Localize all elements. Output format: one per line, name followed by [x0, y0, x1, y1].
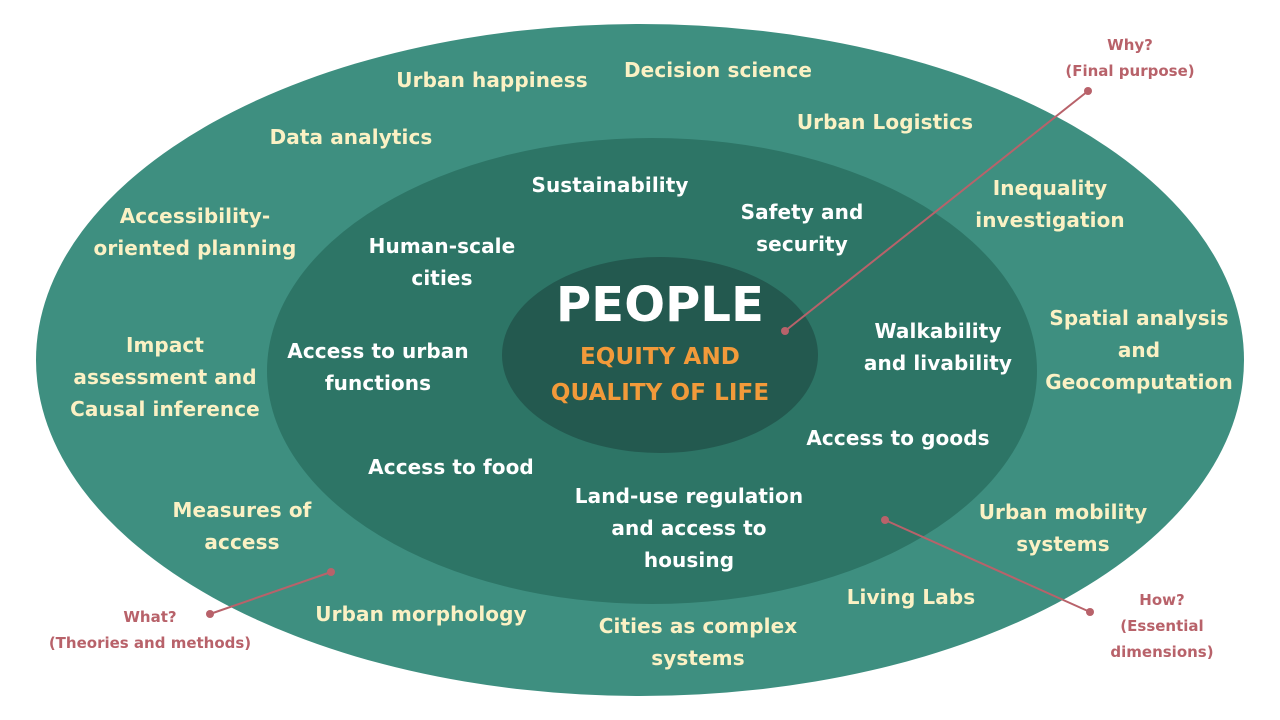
label-impact-assessment: Impact assessment and Causal inference [70, 333, 260, 421]
callout-why: Why? (Final purpose) [1065, 36, 1195, 80]
label-safety-security: Safety and security [740, 200, 864, 256]
callout-how: How? (Essential dimensions) [1110, 591, 1214, 661]
label-spatial-analysis: Spatial analysis and Geocomputation [1045, 306, 1233, 394]
label-access-food: Access to food [368, 455, 534, 479]
label-living-labs: Living Labs [846, 585, 976, 609]
why-outer-dot [1084, 87, 1092, 95]
label-urban-happiness: Urban happiness [396, 68, 588, 92]
label-data-analytics: Data analytics [269, 125, 433, 149]
label-urban-mobility: Urban mobility systems [978, 500, 1148, 556]
center-subtitle-equity: EQUITY AND QUALITY OF LIFE [550, 344, 770, 406]
label-sustainability: Sustainability [531, 173, 689, 197]
callout-what: What? (Theories and methods) [48, 608, 252, 652]
label-cities-complex-systems: Cities as complex systems [598, 614, 798, 670]
label-human-scale-cities: Human-scale cities [368, 234, 516, 290]
label-inequality-investigation: Inequality investigation [975, 176, 1125, 232]
label-urban-logistics: Urban Logistics [796, 110, 974, 134]
label-measures-access: Measures of access [172, 498, 312, 554]
inner-core-people [502, 257, 818, 453]
how-outer-dot [1086, 608, 1094, 616]
center-title-people: PEOPLE [556, 277, 764, 333]
label-access-goods: Access to goods [806, 426, 990, 450]
label-urban-morphology: Urban morphology [315, 602, 527, 626]
label-decision-science: Decision science [623, 58, 813, 82]
label-accessibility-planning: Accessibility- oriented planning [93, 204, 297, 260]
label-land-use-housing: Land-use regulation and access to housin… [574, 484, 804, 572]
label-walkability-livability: Walkability and livability [863, 319, 1013, 375]
label-access-urban-functions: Access to urban functions [287, 339, 469, 395]
